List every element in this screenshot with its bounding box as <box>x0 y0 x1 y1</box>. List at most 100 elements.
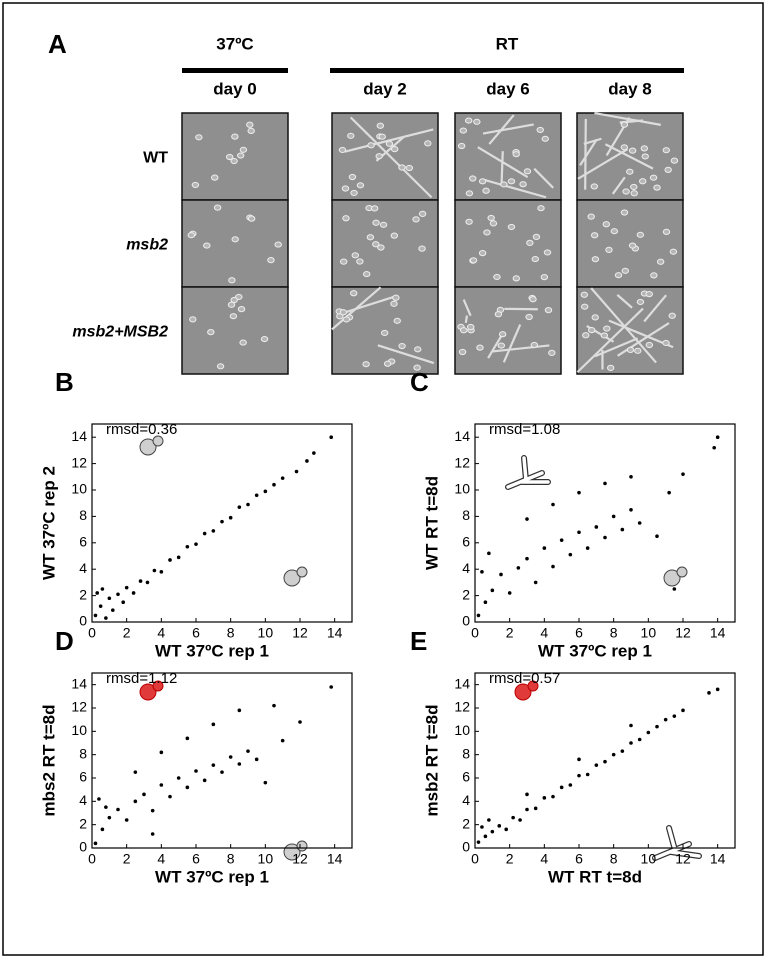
point <box>673 714 677 718</box>
x-tick-label: 4 <box>540 625 548 641</box>
row-label: msb2 <box>126 237 168 254</box>
cell <box>190 317 196 322</box>
point <box>525 793 529 797</box>
point <box>108 596 112 600</box>
y-axis-label: mbs2 RT t=8d <box>39 705 58 817</box>
cell <box>615 273 621 278</box>
yeast-icon <box>297 567 307 577</box>
cell <box>391 147 397 152</box>
point <box>125 818 129 822</box>
point <box>586 773 590 777</box>
column-header: day 0 <box>213 79 256 98</box>
y-tick-label: 4 <box>79 792 87 808</box>
cell <box>458 143 464 148</box>
cell <box>406 165 412 170</box>
cell <box>368 143 374 148</box>
cell <box>248 216 254 221</box>
cell <box>513 152 519 157</box>
x-tick-label: 6 <box>575 851 583 867</box>
point <box>298 720 302 724</box>
point <box>104 805 108 809</box>
point <box>238 505 242 509</box>
point <box>508 591 512 595</box>
x-tick-label: 14 <box>327 625 343 641</box>
cell <box>627 347 633 352</box>
cell <box>621 122 627 127</box>
cell <box>419 246 425 251</box>
cell <box>351 291 357 296</box>
point <box>116 592 120 596</box>
point <box>629 724 633 728</box>
hypha <box>585 119 586 190</box>
point <box>168 795 172 799</box>
x-axis-label: WT 37ºC rep 1 <box>155 867 269 886</box>
point <box>220 520 224 524</box>
point <box>551 503 555 507</box>
point <box>497 824 501 828</box>
point <box>329 685 333 689</box>
cell <box>501 182 507 187</box>
cell <box>499 332 505 337</box>
cell <box>391 233 397 238</box>
y-tick-label: 2 <box>79 815 87 831</box>
point <box>518 818 522 822</box>
cell <box>477 345 483 350</box>
cell <box>371 206 377 211</box>
y-tick-label: 8 <box>462 507 470 523</box>
y-tick-label: 0 <box>462 613 470 629</box>
micrograph <box>455 200 561 287</box>
y-tick-label: 12 <box>71 699 87 715</box>
cell <box>650 175 656 180</box>
cell <box>646 291 652 296</box>
point <box>638 738 642 742</box>
cell <box>479 250 485 255</box>
point <box>480 570 484 574</box>
cell <box>629 148 635 153</box>
x-tick-label: 2 <box>123 851 131 867</box>
cell <box>641 146 647 151</box>
cell <box>470 176 476 181</box>
x-tick-label: 10 <box>258 625 274 641</box>
cell <box>192 182 198 187</box>
cell <box>217 364 223 369</box>
point <box>255 758 259 762</box>
group-bar <box>330 68 684 73</box>
point <box>621 528 625 532</box>
point <box>281 739 285 743</box>
cell <box>391 301 397 306</box>
cell <box>237 153 243 158</box>
hypha <box>466 316 467 323</box>
point <box>612 753 616 757</box>
point <box>477 614 481 618</box>
point <box>203 779 207 783</box>
annotation: rmsd=0.36 <box>106 421 177 438</box>
cell <box>226 154 232 159</box>
point <box>220 770 224 774</box>
cell <box>470 258 476 263</box>
x-tick-label: 10 <box>641 625 657 641</box>
cell <box>240 147 246 152</box>
cell <box>247 122 253 127</box>
cell <box>533 234 539 239</box>
point <box>238 762 242 766</box>
point <box>638 521 642 525</box>
point <box>194 542 198 546</box>
cell <box>357 259 363 264</box>
cell <box>351 190 357 195</box>
y-tick-label: 14 <box>71 428 87 444</box>
point <box>305 459 309 463</box>
cell <box>240 340 246 345</box>
cell <box>531 342 537 347</box>
cell <box>604 326 610 331</box>
cell <box>490 221 496 226</box>
y-tick-label: 10 <box>454 722 470 738</box>
point <box>116 808 120 812</box>
x-tick-label: 0 <box>471 625 479 641</box>
y-tick-label: 14 <box>454 675 470 691</box>
point <box>491 589 495 593</box>
cell <box>196 135 202 140</box>
point <box>99 604 103 608</box>
cell <box>399 165 405 170</box>
panel-label: B <box>55 367 74 397</box>
cell <box>231 297 237 302</box>
